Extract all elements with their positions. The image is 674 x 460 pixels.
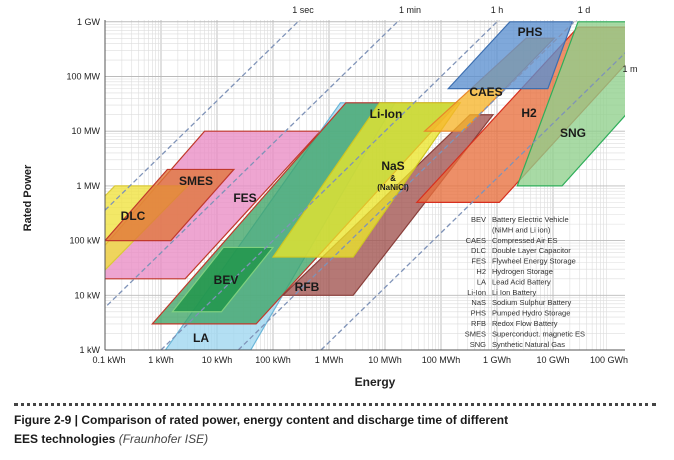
region-label-nas: NaS	[381, 159, 404, 173]
chart: 1 sec 1 min 1 h 1 d 1 m 0.1 kWh 1 kWh 10 kWh 100…	[22, 5, 638, 389]
y-tick-label: 100 MW	[66, 72, 100, 82]
discharge-label: 1 m	[622, 64, 637, 74]
discharge-label: 1 d	[578, 5, 591, 15]
x-tick-label: 100 GWh	[590, 355, 628, 365]
legend-text: Pumped Hydro Storage	[492, 309, 570, 318]
legend-text: Li Ion Battery	[492, 288, 536, 297]
caption-divider	[14, 403, 656, 406]
discharge-label: 1 sec	[292, 5, 314, 15]
legend-abbr: SMES	[465, 329, 486, 338]
legend-text: Synthetic Natural Gas	[492, 340, 565, 349]
x-tick-label: 10 GWh	[536, 355, 569, 365]
region-label-la: LA	[193, 331, 209, 345]
legend-text: (NiMH and Li ion)	[492, 225, 551, 234]
legend-abbr: H2	[476, 267, 486, 276]
region-label-li-ion: Li-Ion	[370, 107, 403, 121]
legend: BEV Battery Electric Vehicle(NiMH and Li …	[465, 215, 585, 349]
region-nas	[271, 102, 462, 258]
region-label-sng: SNG	[560, 126, 586, 140]
x-tick-label: 1 GWh	[483, 355, 511, 365]
legend-text: Double Layer Capacitor	[492, 246, 571, 255]
regions	[105, 21, 625, 350]
legend-text: Battery Electric Vehicle	[492, 215, 569, 224]
legend-abbr: Li-Ion	[467, 288, 486, 297]
legend-abbr: PHS	[471, 309, 486, 318]
region-sng	[516, 21, 625, 187]
legend-text: Hydrogen Storage	[492, 267, 553, 276]
region-label-rfb: RFB	[295, 280, 320, 294]
region-label-dlc: DLC	[121, 209, 146, 223]
y-tick-label: 1 kW	[79, 345, 100, 355]
x-tick-label: 100 MWh	[422, 355, 461, 365]
legend-text: Superconduct. magnetic ES	[492, 329, 585, 338]
discharge-line-1-h	[160, 20, 500, 350]
region-label-caes: CAES	[469, 85, 502, 99]
y-tick-label: 10 kW	[74, 290, 100, 300]
legend-text: Sodium Sulphur Battery	[492, 298, 571, 307]
region-label-fes: FES	[233, 191, 256, 205]
y-tick-label: 10 MW	[71, 126, 100, 136]
discharge-line-1-m	[320, 52, 625, 350]
y-tick-label: 100 kW	[69, 236, 100, 246]
y-axis-label: Rated Power	[22, 164, 34, 231]
x-tick-label: 1 MWh	[315, 355, 344, 365]
caption-title: EES technologies	[14, 432, 119, 446]
x-tick-label: 100 kWh	[255, 355, 291, 365]
region-label-bev: BEV	[214, 273, 239, 287]
discharge-line-1-sec	[105, 20, 301, 212]
legend-abbr: FES	[471, 257, 486, 266]
x-tick-label: 1 kWh	[148, 355, 174, 365]
discharge-line-1-min	[105, 20, 401, 309]
region-phs	[446, 21, 574, 90]
x-tick-label: 10 kWh	[202, 355, 233, 365]
legend-abbr: DLC	[471, 246, 487, 255]
region-smes	[105, 168, 236, 242]
figure-caption-line2: EES technologies (Fraunhofer ISE)	[14, 432, 208, 446]
figure-caption-line1: Figure 2-9 | Comparison of rated power, …	[14, 413, 509, 427]
legend-text: Lead Acid Battery	[492, 277, 551, 286]
legend-abbr: RFB	[471, 319, 486, 328]
axes: 1 sec 1 min 1 h 1 d 1 m 0.1 kWh 1 kWh 10 kWh 100…	[66, 5, 637, 365]
region-bev	[171, 246, 275, 313]
y-tick-label: 1 GW	[77, 17, 101, 27]
x-tick-label: 10 MWh	[368, 355, 402, 365]
discharge-label: 1 h	[491, 5, 504, 15]
region-label-phs: PHS	[518, 25, 543, 39]
region-sublabel: &	[390, 174, 396, 183]
legend-text: Flywheel Energy Storage	[492, 257, 576, 266]
x-tick-label: 0.1 kWh	[92, 355, 125, 365]
caption-source: (Fraunhofer ISE)	[118, 432, 209, 446]
region-label-h2: H2	[521, 106, 537, 120]
region-label-smes: SMES	[179, 174, 213, 188]
region-sublabel: (NaNiCl)	[377, 183, 409, 192]
discharge-time-lines	[105, 20, 625, 350]
legend-abbr: NaS	[471, 298, 486, 307]
legend-abbr: LA	[477, 277, 486, 286]
legend-abbr: SNG	[470, 340, 486, 349]
discharge-label: 1 min	[399, 5, 421, 15]
y-tick-label: 1 MW	[77, 181, 101, 191]
legend-abbr: CAES	[466, 236, 486, 245]
legend-text: Compressed Air ES	[492, 236, 557, 245]
discharge-line-1-d	[237, 20, 578, 350]
legend-abbr: BEV	[471, 215, 486, 224]
x-axis-label: Energy	[355, 375, 396, 389]
legend-text: Redox Flow Battery	[492, 319, 558, 328]
